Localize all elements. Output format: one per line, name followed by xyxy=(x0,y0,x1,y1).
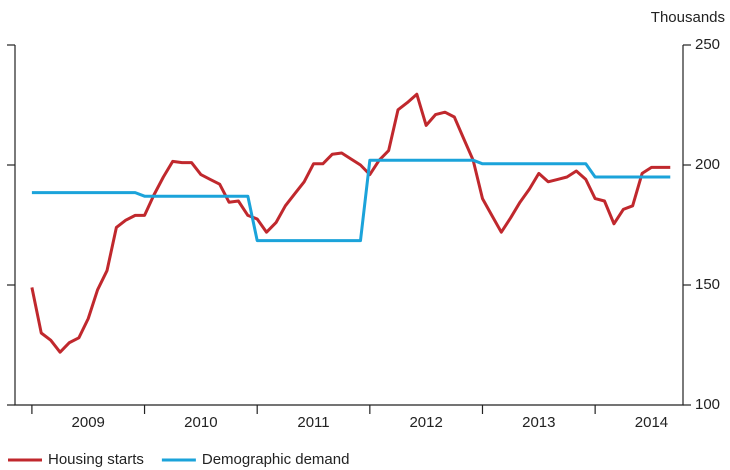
x-tick-label: 2010 xyxy=(184,414,217,431)
y-tick-label: 250 xyxy=(695,36,720,53)
y-tick-label: 150 xyxy=(695,276,720,293)
x-tick-label: 2012 xyxy=(409,414,442,431)
legend-label: Housing starts xyxy=(48,451,144,468)
y-axis-label: Thousands xyxy=(651,9,725,26)
series-line xyxy=(31,158,671,243)
x-tick-label: 2009 xyxy=(72,414,105,431)
y-tick-label: 100 xyxy=(695,396,720,413)
x-tick-label: 2014 xyxy=(635,414,668,431)
legend-label: Demographic demand xyxy=(202,451,350,468)
axis-frame xyxy=(14,45,684,406)
x-tick-label: 2011 xyxy=(297,414,329,431)
series-line xyxy=(30,92,671,354)
x-tick-label: 2013 xyxy=(522,414,555,431)
y-tick-label: 200 xyxy=(695,156,720,173)
